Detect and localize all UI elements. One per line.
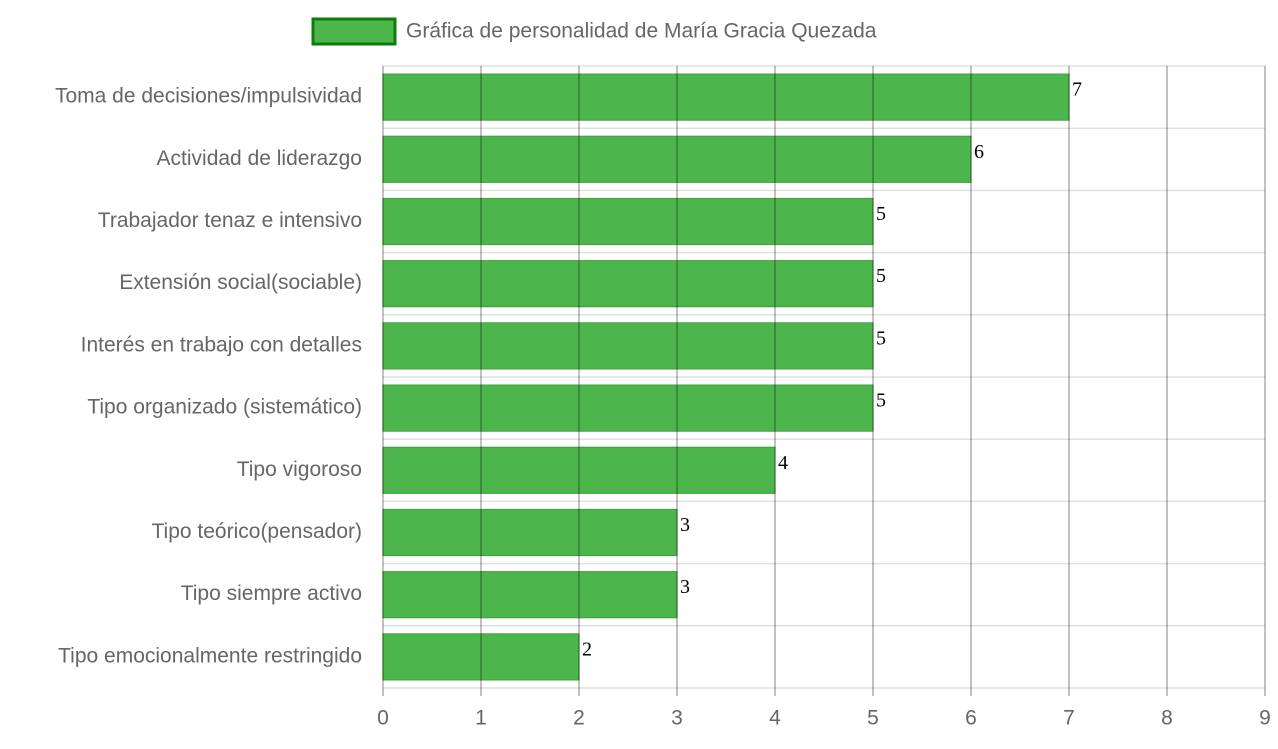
bar	[382, 260, 874, 308]
data-label: 4	[778, 452, 788, 474]
x-tick-label: 6	[965, 707, 977, 730]
bar	[382, 446, 776, 494]
y-tick-label: Tipo vigoroso	[237, 458, 362, 481]
bar	[382, 384, 874, 432]
y-tick-label: Interés en trabajo con detalles	[81, 333, 362, 356]
x-tick-label: 4	[769, 707, 781, 730]
x-tick-label: 7	[1063, 707, 1075, 730]
data-label: 3	[680, 514, 690, 536]
bar	[382, 508, 678, 557]
y-tick-label: Tipo teórico(pensador)	[152, 520, 363, 543]
x-tick-label: 9	[1259, 707, 1271, 730]
data-label: 5	[876, 390, 886, 412]
y-tick-label: Tipo emocionalmente restringido	[58, 644, 362, 667]
y-tick-label: Actividad de liderazgo	[157, 147, 362, 170]
data-label: 5	[876, 327, 886, 349]
legend-label: Gráfica de personalidad de María Gracia …	[406, 20, 877, 43]
data-label: 2	[582, 638, 592, 660]
data-label: 5	[876, 203, 886, 225]
y-tick-label: Tipo siempre activo	[181, 582, 362, 605]
y-tick-label: Tipo organizado (sistemático)	[87, 396, 362, 419]
bar	[382, 135, 972, 183]
legend-swatch	[311, 17, 397, 46]
x-tick-label: 8	[1161, 707, 1173, 730]
bar	[382, 197, 874, 246]
x-tick-label: 1	[475, 707, 487, 730]
bar	[382, 322, 874, 370]
data-label: 5	[876, 265, 886, 287]
data-label: 3	[680, 576, 690, 598]
x-tick-label: 5	[867, 707, 879, 730]
bar	[382, 633, 580, 681]
x-tick-label: 3	[671, 707, 683, 730]
x-tick-label: 2	[573, 707, 585, 730]
data-label: 7	[1072, 79, 1082, 101]
x-tick-label: 0	[377, 707, 389, 730]
data-label: 6	[974, 141, 984, 163]
y-tick-label: Toma de decisiones/impulsividad	[55, 85, 362, 108]
bar	[382, 571, 678, 619]
y-tick-label: Trabajador tenaz e intensivo	[98, 209, 362, 232]
bar	[382, 73, 1070, 121]
y-tick-label: Extensión social(sociable)	[119, 271, 362, 294]
